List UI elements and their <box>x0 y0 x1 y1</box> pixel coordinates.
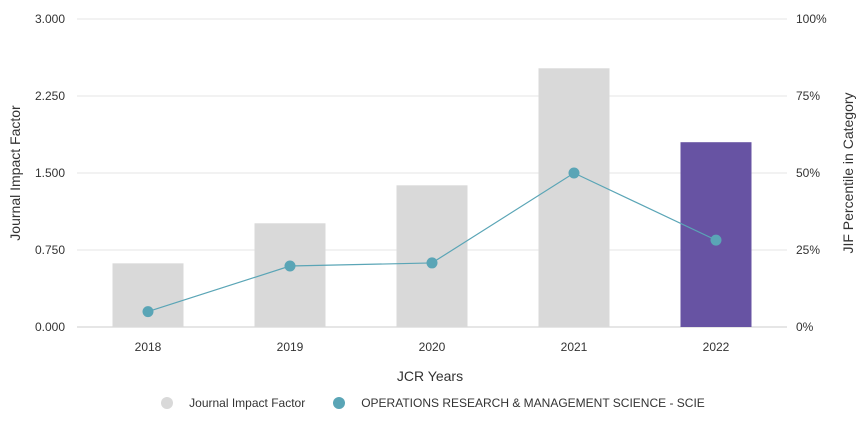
bar <box>112 263 184 327</box>
x-axis-title: JCR Years <box>397 368 463 384</box>
bar <box>538 68 610 327</box>
legend-item-jif[interactable]: Journal Impact Factor <box>161 396 305 410</box>
legend-item-category[interactable]: OPERATIONS RESEARCH & MANAGEMENT SCIENCE… <box>333 396 705 410</box>
legend-swatch-category <box>333 397 346 409</box>
y-right-tick-label: 25% <box>796 243 820 257</box>
y-tick-label: 2.250 <box>35 89 65 103</box>
x-tick-label: 2022 <box>703 340 730 354</box>
right-axis-ticks: 0% 25% 50% 75% 100% <box>796 12 827 334</box>
y-right-tick-label: 100% <box>796 12 827 26</box>
grid-lines <box>77 18 787 328</box>
x-tick-label: 2018 <box>135 340 162 354</box>
y-tick-label: 3.000 <box>35 12 65 26</box>
line-series <box>142 167 722 318</box>
legend-label-jif: Journal Impact Factor <box>189 396 306 410</box>
left-axis-ticks: 0.000 0.750 1.500 2.250 3.000 <box>35 12 65 334</box>
y-right-tick-label: 0% <box>796 320 814 334</box>
x-tick-label: 2021 <box>561 340 588 354</box>
x-tick-label: 2020 <box>419 340 446 354</box>
y-tick-label: 0.000 <box>35 320 65 334</box>
line-point <box>284 260 296 272</box>
legend-swatch-jif <box>161 397 174 409</box>
right-axis-title: JIF Percentile in Category <box>840 92 856 253</box>
bar-series <box>112 68 752 327</box>
bar <box>254 223 326 327</box>
bar <box>396 185 468 327</box>
chart: 0.000 0.750 1.500 2.250 3.000 0% 25% 50% 75% 100… <box>7 12 856 384</box>
line-point <box>568 167 580 179</box>
y-tick-label: 1.500 <box>35 166 65 180</box>
bar <box>680 142 752 327</box>
line-point <box>142 306 154 318</box>
line-point <box>710 234 722 246</box>
left-axis-title: Journal Impact Factor <box>7 105 23 241</box>
y-tick-label: 0.750 <box>35 243 65 257</box>
x-tick-label: 2019 <box>277 340 304 354</box>
line-point <box>426 257 438 269</box>
x-axis-ticks: 2018 2019 2020 2021 2022 <box>135 340 730 354</box>
legend-label-category: OPERATIONS RESEARCH & MANAGEMENT SCIENCE… <box>361 396 705 410</box>
legend: Journal Impact Factor OPERATIONS RESEARC… <box>0 396 866 410</box>
y-right-tick-label: 75% <box>796 89 820 103</box>
y-right-tick-label: 50% <box>796 166 820 180</box>
